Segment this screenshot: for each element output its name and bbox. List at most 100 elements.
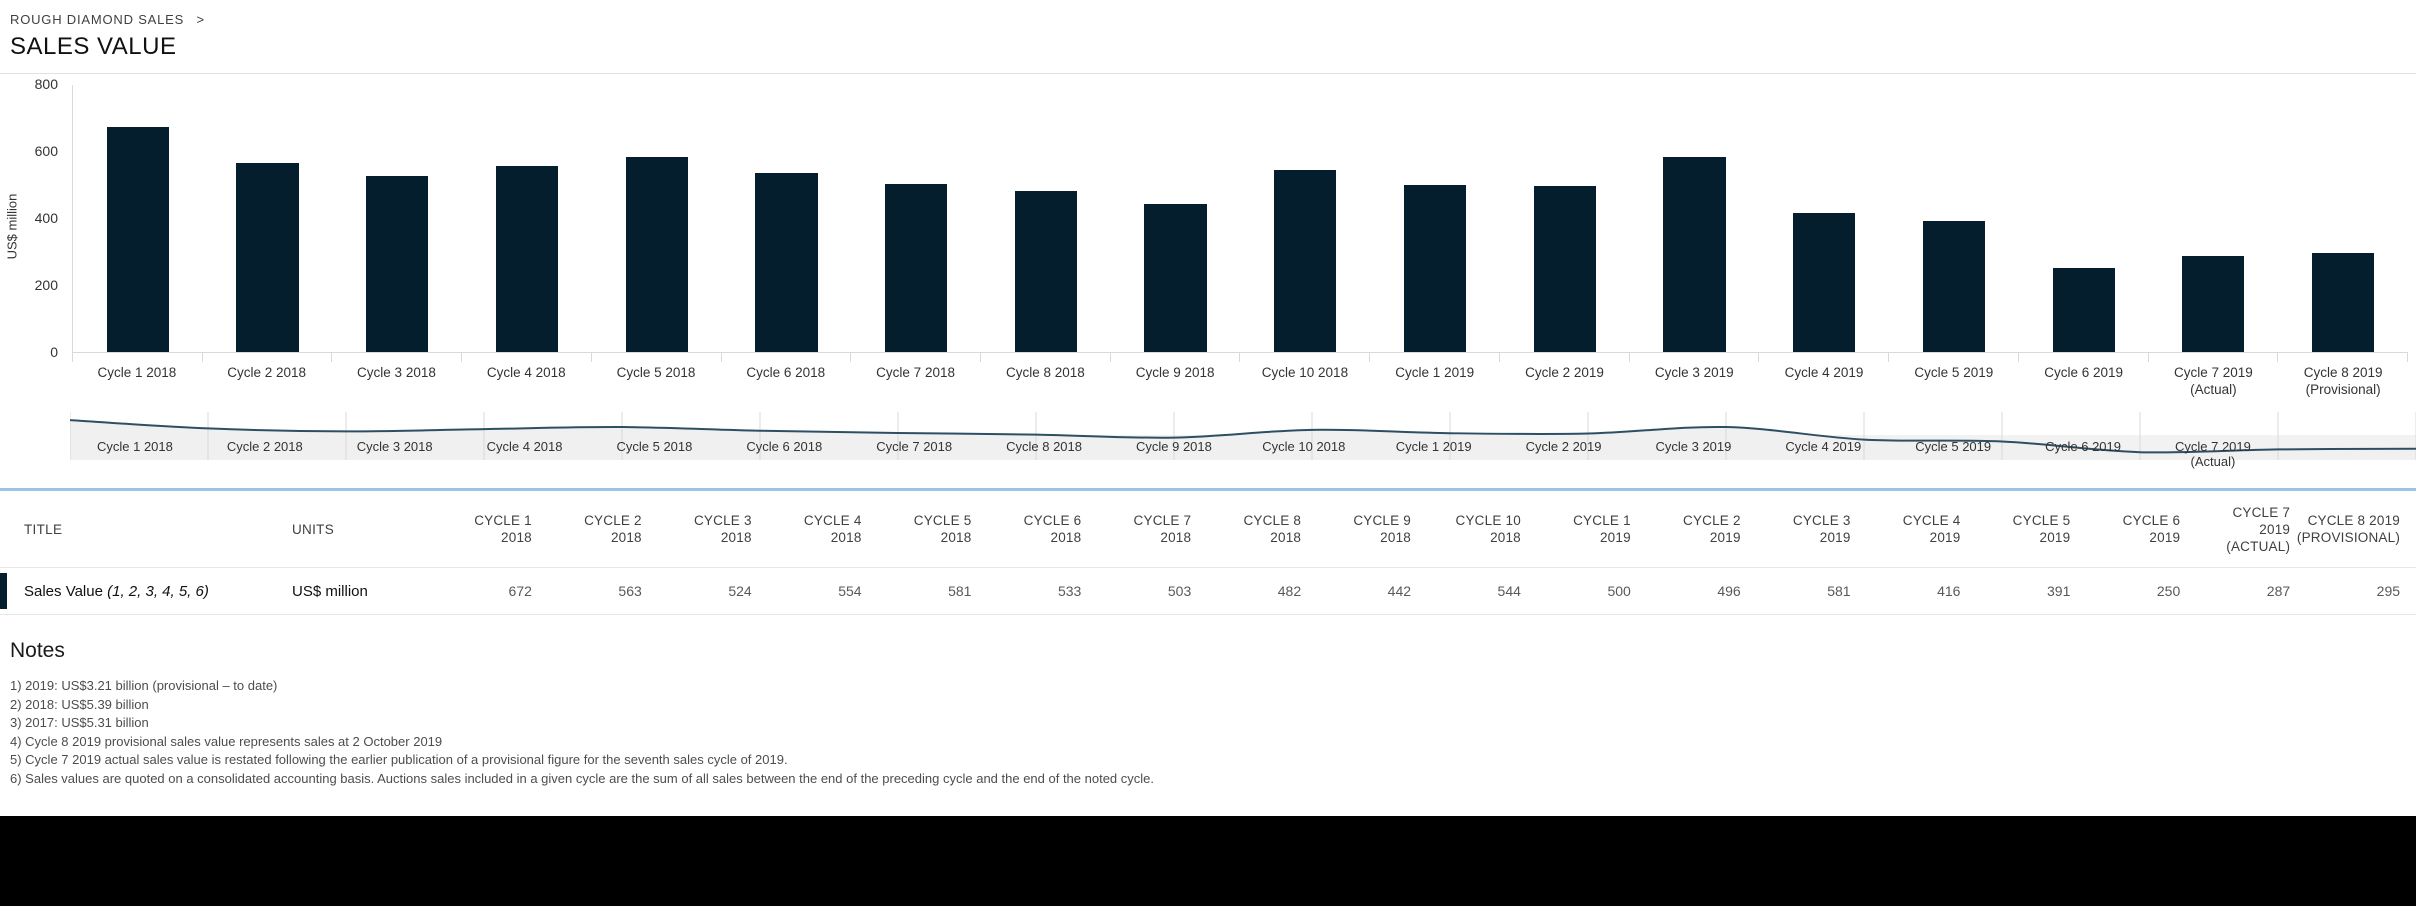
x-tick: [1109, 353, 1240, 362]
y-tick-label: 400: [34, 210, 58, 226]
x-tick: [2017, 353, 2148, 362]
bar-slot: [462, 166, 592, 352]
note-item: 6) Sales values are quoted on a consolid…: [10, 770, 1155, 786]
bar[interactable]: [1533, 185, 1596, 352]
value-cell: 496: [1717, 583, 1741, 599]
bars: [72, 85, 2408, 353]
navigator-label: Cycle 1 2019: [1395, 439, 1472, 454]
notes-section: Notes 1) 2019: US$3.21 billion (provisio…: [0, 639, 2416, 788]
column-header: CYCLE 1 2018: [474, 513, 532, 545]
navigator-label: Cycle 1 2018: [96, 439, 173, 454]
x-tick: [1888, 353, 2018, 362]
x-axis-label: Cycle 8 2018: [1005, 365, 1085, 380]
column-header: CYCLE 9 2018: [1353, 513, 1412, 545]
breadcrumb-link[interactable]: ROUGH DIAMOND SALES: [10, 12, 185, 27]
navigator-labels: Cycle 1 2018 Cycle 2 2018 Cycle 3 2018 Cycl…: [70, 435, 2278, 469]
value-cell: 482: [1277, 583, 1302, 599]
value-cell: 391: [2047, 583, 2071, 599]
x-axis-label: Cycle 9 2018: [1135, 365, 1215, 380]
x-axis-label: Cycle 1 2018: [97, 365, 177, 380]
x-tick: [1369, 353, 1499, 362]
column-header: CYCLE 4 2018: [803, 513, 862, 545]
bar[interactable]: [1144, 203, 1207, 352]
y-axis: US$ million 0 200 400 600 800: [0, 76, 64, 360]
table-header-row: TITLE UNITS CYCLE 1 2018 CYCLE 2 2018 CYCL…: [0, 491, 2416, 568]
bar[interactable]: [2052, 268, 2115, 352]
bar-slot: [1111, 203, 1241, 352]
column-header: CYCLE 2 2019: [1683, 513, 1741, 545]
bar[interactable]: [1793, 212, 1856, 352]
bar-slot: [2149, 255, 2279, 352]
navigator-label: Cycle 4 2018: [486, 439, 563, 454]
column-header: CYCLE 2 2018: [584, 513, 642, 545]
x-labels: Cycle 1 2018 Cycle 2 2018 Cycle 3 2018 Cycl…: [72, 364, 2408, 398]
bar-slot: [203, 163, 333, 352]
x-tick: [850, 353, 980, 362]
x-tick: [1758, 353, 1888, 362]
bar[interactable]: [2182, 255, 2245, 352]
bar[interactable]: [2311, 253, 2375, 352]
column-header-units: UNITS: [292, 521, 334, 537]
x-tick: [201, 353, 332, 362]
bar[interactable]: [495, 166, 559, 352]
bar-slot: [1500, 185, 1630, 352]
note-item: 4) Cycle 8 2019 provisional sales value …: [10, 733, 443, 749]
bar[interactable]: [1274, 169, 1337, 352]
value-cell: 295: [2376, 583, 2401, 599]
navigator-label: Cycle 10 2018: [1262, 439, 1346, 454]
x-tick: [1498, 353, 1629, 362]
sales-value-chart: US$ million 0 200 400 600 800 Cycle 1 2018 Cy…: [0, 76, 2416, 398]
value-cell: 442: [1387, 583, 1412, 599]
bar-slot: [2278, 253, 2408, 352]
column-header: CYCLE 8 2018: [1243, 513, 1302, 545]
bar[interactable]: [1663, 157, 1726, 352]
bar[interactable]: [366, 176, 429, 352]
bar[interactable]: [625, 157, 688, 352]
bar[interactable]: [106, 126, 169, 352]
note-item: 1) 2019: US$3.21 billion (provisional – …: [10, 678, 278, 693]
column-header: CYCLE 3 2018: [693, 513, 752, 545]
bar-slot: [981, 190, 1111, 352]
y-tick-label: 800: [34, 76, 58, 92]
navigator-area: [70, 420, 2416, 460]
column-header: CYCLE 6 2019: [2122, 513, 2181, 545]
bar[interactable]: [755, 173, 818, 352]
bar[interactable]: [885, 183, 948, 352]
bar-slot: [332, 176, 462, 352]
x-axis-label: Cycle 6 2019: [2044, 365, 2124, 380]
column-header: CYCLE 5 2018: [913, 513, 972, 545]
value-cell: 533: [1057, 583, 1082, 599]
bar-slot: [1889, 221, 2019, 352]
navigator-label: Cycle 8 2018: [1006, 439, 1082, 454]
value-cell: 287: [2266, 583, 2291, 599]
chart-navigator[interactable]: Cycle 1 2018 Cycle 2 2018 Cycle 3 2018 Cycl…: [70, 412, 2416, 469]
bar[interactable]: [1922, 221, 1986, 352]
bar[interactable]: [1014, 190, 1078, 352]
navigator-chart[interactable]: [70, 412, 2416, 460]
navigator-label: Cycle 4 2019: [1785, 439, 1862, 454]
x-axis-label: Cycle 2 2019: [1525, 365, 1604, 380]
column-header: CYCLE 7 2019 (ACTUAL): [2226, 504, 2291, 554]
bar[interactable]: [236, 163, 299, 352]
y-tick-label: 0: [50, 344, 58, 360]
note-item: 2) 2018: US$5.39 billion: [10, 696, 149, 712]
x-tick: [980, 353, 1110, 362]
x-tick: [720, 353, 851, 362]
footer-bar: [0, 816, 2416, 906]
navigator-label: Cycle 5 2018: [616, 439, 693, 454]
x-axis-label: Cycle 3 2018: [357, 365, 436, 380]
column-header: CYCLE 4 2019: [1902, 513, 1961, 545]
column-header: CYCLE 1 2019: [1573, 513, 1631, 545]
column-header-title: TITLE: [24, 521, 63, 537]
bar[interactable]: [1403, 184, 1467, 352]
value-cell: 503: [1167, 583, 1192, 599]
x-axis-label: Cycle 6 2018: [746, 365, 826, 380]
value-cell: 563: [618, 583, 642, 599]
y-tick-label: 200: [34, 277, 58, 293]
navigator-label: Cycle 6 2019: [2045, 439, 2121, 454]
row-title-note-refs: (1, 2, 3, 4, 5, 6): [107, 582, 209, 600]
row-accent-marker: [0, 573, 7, 609]
bar-slot: [722, 173, 852, 352]
x-tick: [1628, 353, 1759, 362]
navigator-label: Cycle 3 2019: [1655, 439, 1732, 454]
